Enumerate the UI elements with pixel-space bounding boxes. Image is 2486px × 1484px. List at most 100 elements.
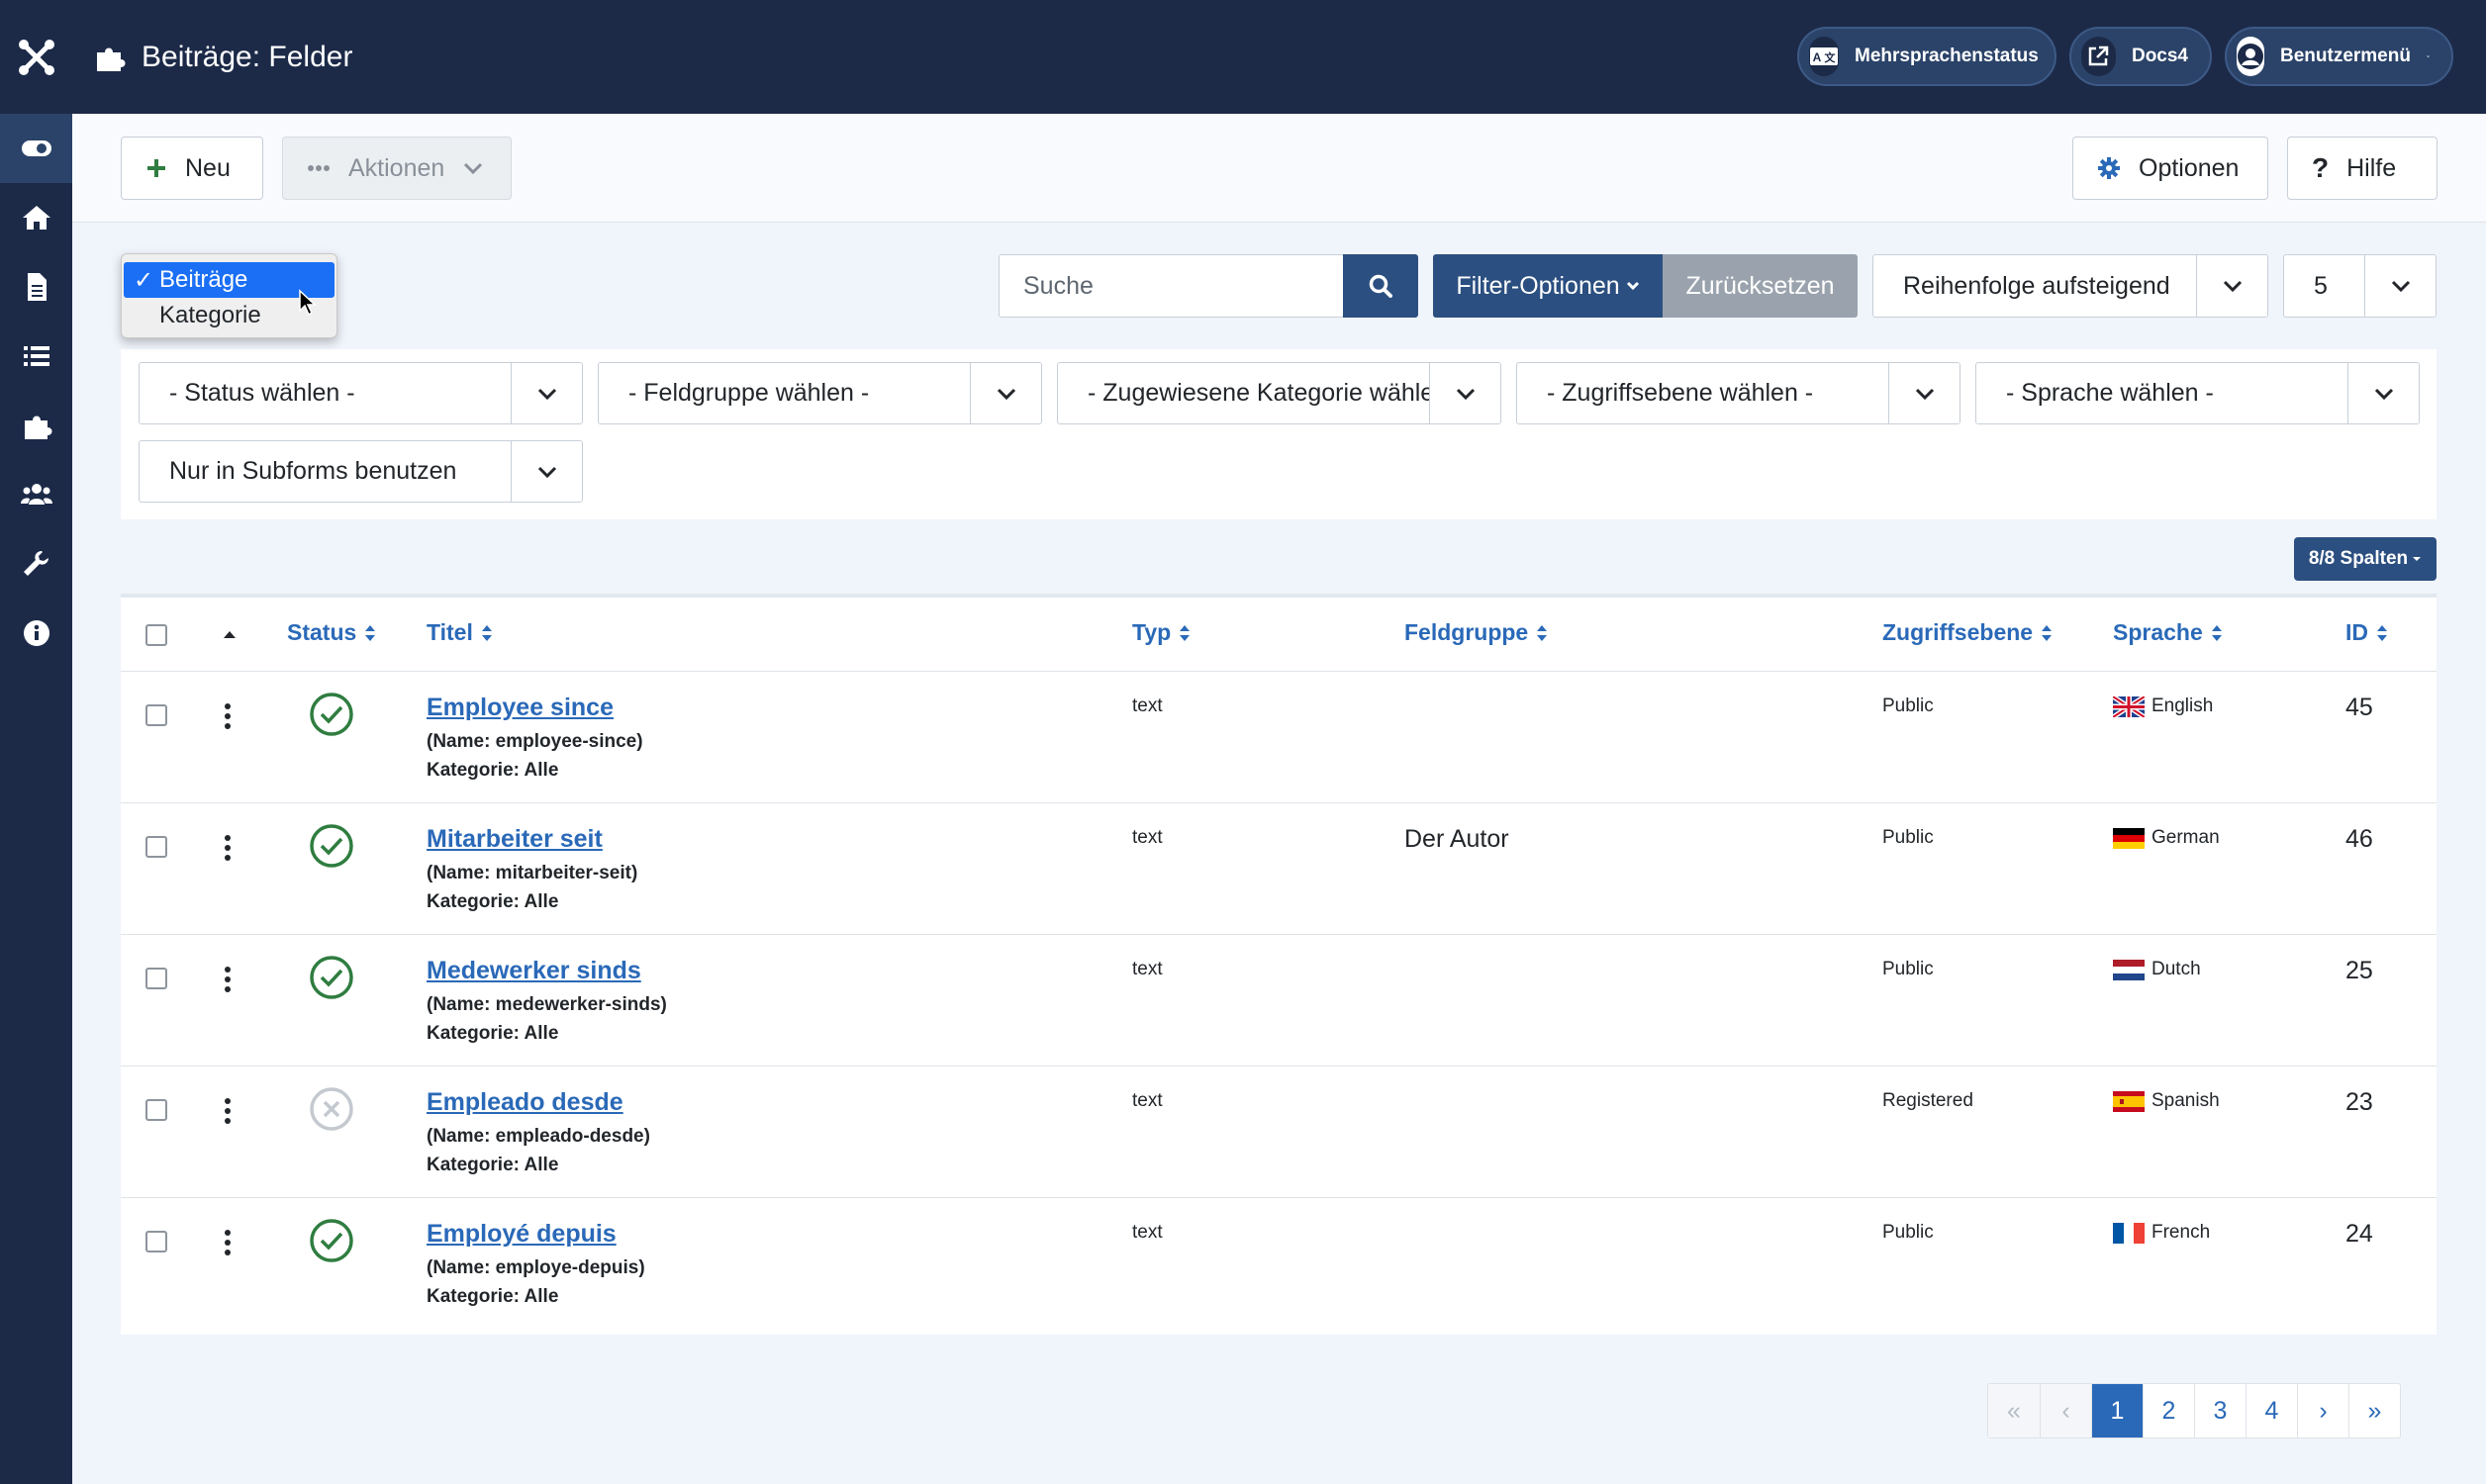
page-3[interactable]: 3: [2194, 1384, 2246, 1438]
table-row: Medewerker sinds (Name: medewerker-sinds…: [121, 934, 2437, 1066]
sort-icon: [365, 624, 376, 641]
prev-page-icon[interactable]: ‹: [2040, 1384, 2091, 1438]
next-page-icon[interactable]: ›: [2297, 1384, 2348, 1438]
unpublished-x-icon[interactable]: [309, 1086, 354, 1132]
last-page-icon[interactable]: »: [2348, 1384, 2400, 1438]
subforms-filter-select[interactable]: Nur in Subforms benutzen: [139, 440, 583, 503]
chevron-down-icon: [464, 162, 483, 175]
system-wrench-icon[interactable]: [0, 529, 72, 599]
context-option-category[interactable]: Kategorie: [124, 298, 335, 333]
help-info-icon[interactable]: [0, 599, 72, 668]
columns-toggle-button[interactable]: 8/8 Spalten: [2294, 537, 2437, 581]
ordering-select[interactable]: Reihenfolge aufsteigend: [1872, 254, 2268, 318]
th-status[interactable]: Status: [287, 619, 376, 646]
row-actions-menu-icon[interactable]: [225, 835, 231, 865]
chevron-down-icon: [511, 441, 582, 502]
row-actions-menu-icon[interactable]: [225, 1230, 231, 1259]
puzzle-icon: [97, 47, 126, 71]
chevron-down-icon: [511, 363, 582, 423]
help-button[interactable]: ? Hilfe: [2287, 137, 2438, 200]
external-link-icon: [2081, 37, 2116, 76]
row-id: 46: [2345, 825, 2373, 853]
gear-icon: [2098, 157, 2120, 179]
chevron-down-icon: [1429, 363, 1500, 423]
sort-ordering-icon[interactable]: [223, 629, 237, 639]
row-actions-menu-icon[interactable]: [225, 1098, 231, 1128]
row-checkbox[interactable]: [145, 1099, 167, 1121]
row-title-link[interactable]: Employee since: [427, 694, 614, 721]
sidebar-toggle-icon[interactable]: [0, 114, 72, 183]
joomla-logo-icon[interactable]: [0, 0, 72, 114]
row-alias: (Name: employe-depuis): [427, 1257, 645, 1278]
actions-button[interactable]: Aktionen: [282, 137, 512, 200]
row-checkbox[interactable]: [145, 1231, 167, 1252]
limit-select[interactable]: 5: [2283, 254, 2437, 318]
search-button[interactable]: [1343, 254, 1418, 318]
row-checkbox[interactable]: [145, 968, 167, 989]
table-row: Empleado desde (Name: empleado-desde) Ka…: [121, 1066, 2437, 1197]
components-icon[interactable]: [0, 391, 72, 460]
th-field-group[interactable]: Feldgruppe: [1404, 619, 1548, 646]
published-check-icon[interactable]: [309, 692, 354, 737]
row-title-link[interactable]: Medewerker sinds: [427, 957, 641, 984]
page-1[interactable]: 1: [2091, 1384, 2143, 1438]
category-filter-select[interactable]: - Zugewiesene Kategorie wählen -: [1057, 362, 1501, 424]
select-all-checkbox[interactable]: [145, 624, 167, 646]
menus-icon[interactable]: [0, 322, 72, 391]
user-menu-button[interactable]: Benutzermenü: [2225, 27, 2453, 86]
reset-button[interactable]: Zurücksetzen: [1663, 254, 1858, 318]
question-icon: ?: [2312, 152, 2330, 183]
row-checkbox[interactable]: [145, 836, 167, 858]
plus-icon: [147, 159, 165, 177]
first-page-icon[interactable]: «: [1988, 1384, 2040, 1438]
row-id: 45: [2345, 694, 2373, 721]
options-button[interactable]: Optionen: [2072, 137, 2268, 200]
search-input[interactable]: Suche: [999, 254, 1344, 318]
columns-toggle-label: 8/8 Spalten: [2308, 548, 2409, 569]
table-row: Mitarbeiter seit (Name: mitarbeiter-seit…: [121, 802, 2437, 934]
row-category: Kategorie: Alle: [427, 1286, 559, 1307]
row-type: text: [1132, 959, 1163, 979]
th-title-label: Titel: [427, 619, 473, 645]
field-group-filter-select[interactable]: - Feldgruppe wählen -: [598, 362, 1042, 424]
language-filter-select[interactable]: - Sprache wählen -: [1975, 362, 2420, 424]
th-title[interactable]: Titel: [427, 619, 493, 646]
home-icon[interactable]: [0, 183, 72, 252]
chevron-down-icon: [2364, 255, 2436, 317]
access-filter-select[interactable]: - Zugriffsebene wählen -: [1516, 362, 1960, 424]
th-type[interactable]: Typ: [1132, 619, 1191, 646]
th-language-label: Sprache: [2113, 619, 2203, 645]
row-category: Kategorie: Alle: [427, 1023, 559, 1044]
limit-select-value: 5: [2314, 271, 2328, 300]
published-check-icon[interactable]: [309, 1218, 354, 1263]
filter-options-button[interactable]: Filter-Optionen: [1433, 254, 1663, 318]
row-title-link[interactable]: Employé depuis: [427, 1220, 617, 1248]
sort-icon: [481, 624, 492, 641]
docs-button[interactable]: Docs4: [2069, 27, 2212, 86]
published-check-icon[interactable]: [309, 823, 354, 869]
row-title-link[interactable]: Mitarbeiter seit: [427, 825, 603, 853]
row-type: text: [1132, 696, 1163, 716]
row-actions-menu-icon[interactable]: [225, 967, 231, 996]
th-language[interactable]: Sprache: [2113, 619, 2223, 646]
context-option-articles[interactable]: ✓ Beiträge: [124, 262, 335, 298]
new-button[interactable]: Neu: [121, 137, 263, 200]
search-icon: [1369, 274, 1392, 298]
mouse-cursor-icon: [299, 289, 317, 317]
chevron-down-icon: [2427, 55, 2430, 57]
row-checkbox[interactable]: [145, 704, 167, 726]
page-4[interactable]: 4: [2246, 1384, 2297, 1438]
published-check-icon[interactable]: [309, 955, 354, 1000]
row-actions-menu-icon[interactable]: [225, 703, 231, 733]
th-id[interactable]: ID: [2345, 619, 2388, 646]
status-filter-select[interactable]: - Status wählen -: [139, 362, 583, 424]
content-icon[interactable]: [0, 252, 72, 322]
th-field-group-label: Feldgruppe: [1404, 619, 1529, 645]
row-language: German: [2151, 827, 2220, 848]
th-access[interactable]: Zugriffsebene: [1882, 619, 2053, 646]
row-title-link[interactable]: Empleado desde: [427, 1088, 623, 1116]
page-2[interactable]: 2: [2143, 1384, 2194, 1438]
row-id: 25: [2345, 957, 2373, 984]
users-icon[interactable]: [0, 460, 72, 529]
